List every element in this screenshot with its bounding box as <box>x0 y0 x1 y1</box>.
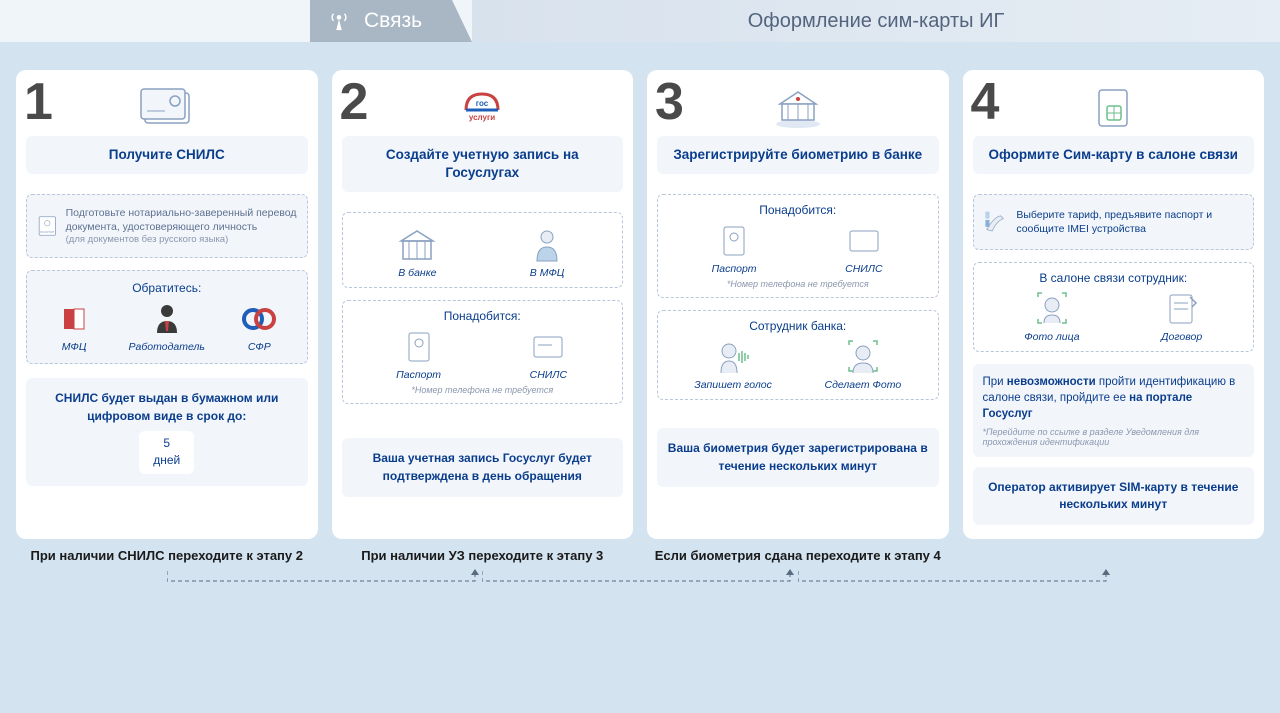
step-title: Создайте учетную запись на Госуслугах <box>342 136 624 192</box>
contact-sfr: СФР <box>239 301 279 353</box>
employer-icon <box>147 301 187 337</box>
staff-contract: Договор <box>1161 291 1202 343</box>
step3-result: Ваша биометрия будет зарегистрирована в … <box>657 428 939 487</box>
mfc-icon <box>54 301 94 337</box>
step4-result: Оператор активирует SIM-карту в течение … <box>973 467 1255 526</box>
need-section: Понадобится: Паспорт СНИЛС *Номер телефо… <box>657 194 939 298</box>
salon-staff: В салоне связи сотрудник: Фото лица <box>973 262 1255 352</box>
prep-text: Подготовьте нотариально-заверенный перев… <box>66 206 297 234</box>
header-tab-label: Связь <box>364 9 422 33</box>
step-title: Зарегистрируйте биометрию в банке <box>657 136 939 174</box>
need-snils: СНИЛС <box>528 329 568 381</box>
where-section: В банке В МФЦ <box>342 212 624 288</box>
contact-section: Обратитесь: МФЦ Работодатель <box>26 270 308 364</box>
sfr-icon <box>239 301 279 337</box>
contact-label: Обратитесь: <box>37 281 297 295</box>
need-passport: Паспорт <box>396 329 441 381</box>
header-tab: Связь <box>310 0 452 42</box>
face-scan-icon <box>1032 291 1072 327</box>
step-title: Оформите Сим-карту в салоне связи <box>973 136 1255 174</box>
footer-2: При наличии УЗ переходите к этапу 3 <box>332 547 634 565</box>
staff-voice: Запишет голос <box>694 339 772 391</box>
where-mfc: В МФЦ <box>527 227 567 279</box>
clerk-icon <box>527 227 567 263</box>
staff-face: Фото лица <box>1024 291 1079 343</box>
footer-3: Если биометрия сдана переходите к этапу … <box>647 547 949 565</box>
step-title: Получите СНИЛС <box>26 136 308 174</box>
svg-text:услуги: услуги <box>469 113 495 122</box>
snils-mini-icon <box>844 223 884 259</box>
where-bank: В банке <box>397 227 437 279</box>
bank-icon <box>397 227 437 263</box>
arrows-row <box>0 565 1280 589</box>
passport-mini-icon <box>399 329 439 365</box>
need-section: Понадобится: Паспорт СНИЛС * <box>342 300 624 404</box>
step-number: 2 <box>340 72 369 132</box>
step2-result: Ваша учетная запись Госуслуг будет подтв… <box>342 438 624 497</box>
header: Связь Оформление сим-карты ИГ <box>0 0 1280 42</box>
header-spacer <box>0 0 310 42</box>
step-2: 2 гос услуги Создайте учетную запись на … <box>332 70 634 539</box>
prepare-docs: PASSPORT Подготовьте нотариально-заверен… <box>26 194 308 258</box>
voice-icon <box>713 339 753 375</box>
svg-text:PASSPORT: PASSPORT <box>40 230 55 234</box>
step-1: 1 Получите СНИЛС PASSPORT Подготовьте но… <box>16 70 318 539</box>
step-number: 4 <box>971 72 1000 132</box>
gosuslugi-icon: гос услуги <box>452 86 512 130</box>
step1-result: СНИЛС будет выдан в бумажном или цифрово… <box>26 378 308 486</box>
pick-tariff: Выберите тариф, предъявите паспорт и соо… <box>973 194 1255 250</box>
bank-building-icon <box>768 86 828 130</box>
contact-mfc: МФЦ <box>54 301 94 353</box>
contract-icon <box>1162 291 1202 327</box>
footer-4 <box>963 547 1265 565</box>
step-number: 3 <box>655 72 684 132</box>
prep-sub: (для документов без русского языка) <box>66 234 297 247</box>
staff-photo: Сделает Фото <box>824 339 901 391</box>
footer-1: При наличии СНИЛС переходите к этапу 2 <box>16 547 318 565</box>
sim-card-icon <box>1083 86 1143 130</box>
svg-text:гос: гос <box>476 99 489 108</box>
photo-icon <box>843 339 883 375</box>
antenna-icon <box>328 10 350 32</box>
contact-employer: Работодатель <box>129 301 205 353</box>
snils-mini-icon <box>528 329 568 365</box>
step-3: 3 Зарегистрируйте биометрию в банке Пона… <box>647 70 949 539</box>
need-snils: СНИЛС <box>844 223 884 275</box>
page-title: Оформление сим-карты ИГ <box>472 0 1280 42</box>
snils-card-icon <box>137 86 197 130</box>
passport-icon: PASSPORT <box>37 205 58 247</box>
footer-row: При наличии СНИЛС переходите к этапу 2 П… <box>0 539 1280 565</box>
hand-point-icon <box>984 205 1009 239</box>
staff-section: Сотрудник банка: Запишет голос <box>657 310 939 400</box>
step-4: 4 Оформите Сим-карту в салоне связи Выбе… <box>963 70 1265 539</box>
passport-mini-icon <box>714 223 754 259</box>
steps-row: 1 Получите СНИЛС PASSPORT Подготовьте но… <box>0 42 1280 539</box>
need-passport: Паспорт <box>712 223 757 275</box>
days-badge: 5 дней <box>139 431 194 474</box>
fallback-section: При невозможности пройти идентификацию в… <box>973 364 1255 456</box>
step-number: 1 <box>24 72 53 132</box>
